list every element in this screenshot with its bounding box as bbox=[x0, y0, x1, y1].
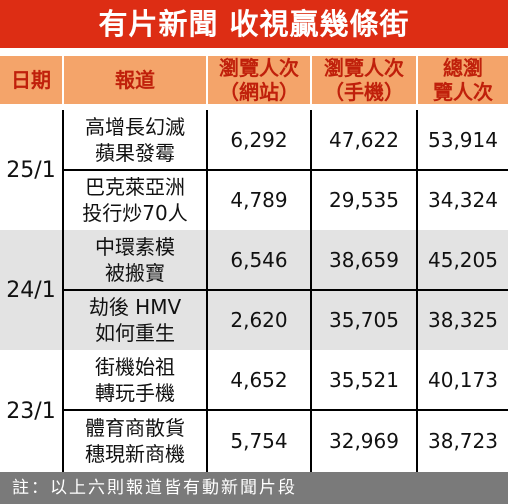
total-views-cell: 38,325 bbox=[428, 308, 498, 332]
story-cell: 中環素模 被搬寶 bbox=[95, 235, 175, 285]
web-views-cell: 5,754 bbox=[230, 429, 288, 453]
grid-line bbox=[62, 289, 508, 291]
web-views-cell: 4,652 bbox=[230, 368, 288, 392]
mobile-views-cell: 35,521 bbox=[329, 368, 399, 392]
total-views-cell: 53,914 bbox=[428, 128, 498, 152]
footnote: 註：以上六則報道皆有動新聞片段 bbox=[0, 472, 508, 504]
group-date: 25/1 bbox=[6, 157, 56, 183]
total-views-cell: 40,173 bbox=[428, 368, 498, 392]
web-views-cell: 6,292 bbox=[230, 128, 288, 152]
story-cell: 劫後 HMV 如何重生 bbox=[88, 295, 182, 345]
web-views-cell: 6,546 bbox=[230, 248, 288, 272]
grid-line bbox=[62, 169, 508, 171]
header-mobile-views: 瀏覽人次 （手機） bbox=[312, 56, 416, 104]
header-story: 報道 bbox=[64, 56, 206, 104]
page-title: 有片新聞 收視贏幾條街 bbox=[0, 0, 508, 48]
story-cell: 高增長幻滅 蘋果發霉 bbox=[85, 115, 185, 165]
group-date: 23/1 bbox=[6, 398, 56, 424]
mobile-views-cell: 35,705 bbox=[329, 308, 399, 332]
story-cell: 巴克萊亞洲 投行炒70人 bbox=[82, 175, 188, 225]
total-views-cell: 45,205 bbox=[428, 248, 498, 272]
web-views-cell: 4,789 bbox=[230, 188, 288, 212]
mobile-views-cell: 47,622 bbox=[329, 128, 399, 152]
mobile-views-cell: 38,659 bbox=[329, 248, 399, 272]
total-views-cell: 34,324 bbox=[428, 188, 498, 212]
grid-line bbox=[310, 110, 312, 472]
web-views-cell: 2,620 bbox=[230, 308, 288, 332]
story-cell: 體育商散貨 穗現新商機 bbox=[85, 416, 185, 466]
total-views-cell: 38,723 bbox=[428, 429, 498, 453]
grid-line bbox=[416, 110, 418, 472]
grid-line bbox=[206, 110, 208, 472]
group-band-23-1 bbox=[0, 350, 508, 472]
story-cell: 街機始祖 轉玩手機 bbox=[95, 355, 175, 405]
mobile-views-cell: 32,969 bbox=[329, 429, 399, 453]
group-date: 24/1 bbox=[6, 277, 56, 303]
header-web-views: 瀏覽人次 （網站） bbox=[208, 56, 310, 104]
header-date: 日期 bbox=[0, 56, 62, 104]
header-total-views: 總瀏 覽人次 bbox=[418, 56, 508, 104]
mobile-views-cell: 29,535 bbox=[329, 188, 399, 212]
grid-line bbox=[62, 409, 508, 411]
grid-line bbox=[62, 110, 64, 472]
